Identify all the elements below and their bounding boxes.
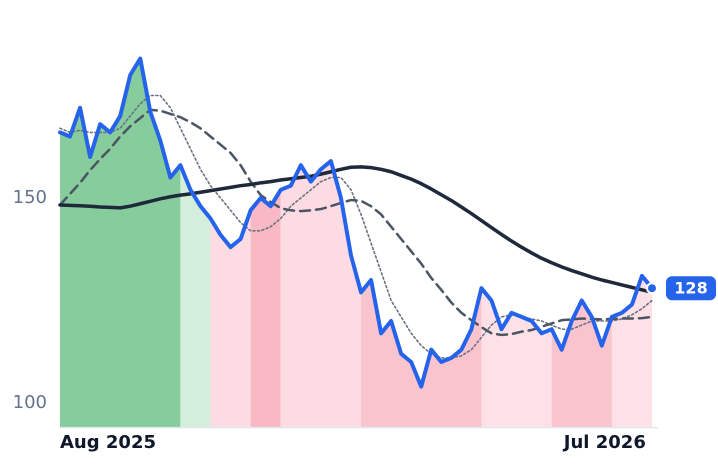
region-area [361,280,482,428]
region-area [60,58,181,428]
last-value-badge [666,276,716,301]
region-area [180,165,211,428]
series-line [58,165,654,295]
last-value-label: 128 [674,279,707,298]
x-tick-label: Aug 2025 [60,432,156,453]
series-line [59,94,653,359]
region-area [210,210,251,428]
region-area [250,189,281,428]
x-tick-label: Jul 2026 [562,432,646,453]
y-tick-label: 150 [13,187,47,208]
series-line [58,56,654,389]
series-line [58,108,654,337]
region-area [280,161,362,428]
last-point [646,282,658,295]
region-area [481,288,552,428]
y-tick-label: 100 [13,392,47,413]
